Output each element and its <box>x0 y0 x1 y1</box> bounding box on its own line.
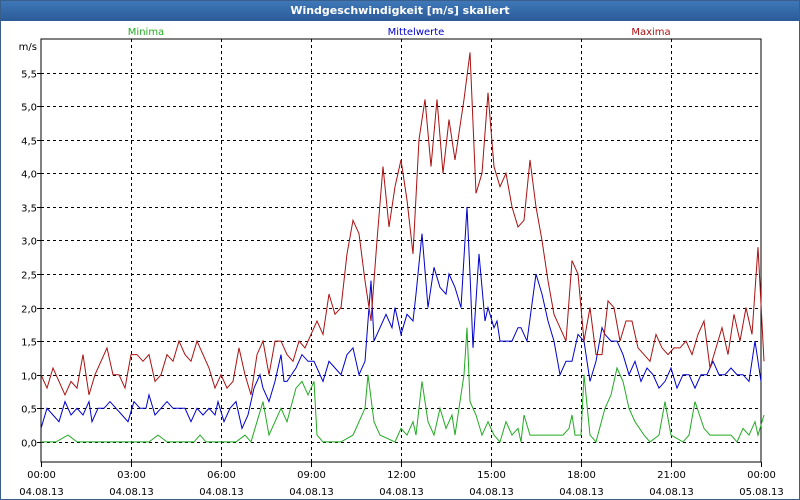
legend-mittelwerte: Mittelwerte <box>388 27 445 38</box>
x-tick-time: 18:00 <box>567 470 596 481</box>
x-tick-date: 04.08.13 <box>109 487 154 498</box>
y-tick-label: 5,5 <box>21 70 37 81</box>
x-tick-time: 00:00 <box>27 470 56 481</box>
y-tick-label: 1,5 <box>21 338 37 349</box>
y-tick-label: 3,5 <box>21 204 37 215</box>
y-tick-label: 1,0 <box>21 372 37 383</box>
series-line-minima <box>41 327 765 443</box>
y-tick-label: 2,5 <box>21 271 37 282</box>
x-tick-time: 21:00 <box>657 470 686 481</box>
legend-maxima: Maxima <box>631 27 670 38</box>
series-line-maxima <box>40 52 765 397</box>
y-tick-label: 4,0 <box>21 170 37 181</box>
y-tick-label: 0,5 <box>21 405 37 416</box>
x-tick-date: 04.08.13 <box>559 487 604 498</box>
x-tick-date: 04.08.13 <box>469 487 514 498</box>
x-tick-date: 04.08.13 <box>199 487 244 498</box>
legend-minima: Minima <box>128 27 164 38</box>
y-tick-label: 5,0 <box>21 103 37 114</box>
y-axis-label: m/s <box>19 42 37 53</box>
x-tick-date: 05.08.13 <box>739 487 784 498</box>
series-line-mittelwerte <box>40 206 762 430</box>
x-tick-date: 04.08.13 <box>379 487 424 498</box>
x-tick-date: 04.08.13 <box>289 487 334 498</box>
x-tick-time: 03:00 <box>117 470 146 481</box>
x-tick-time: 15:00 <box>477 470 506 481</box>
x-tick-time: 09:00 <box>297 470 326 481</box>
y-tick-label: 0,0 <box>21 439 37 450</box>
y-tick-label: 3,0 <box>21 237 37 248</box>
y-tick-label: 4,5 <box>21 137 37 148</box>
x-tick-date: 04.08.13 <box>19 487 64 498</box>
x-tick-time: 12:00 <box>387 470 416 481</box>
x-tick-date: 04.08.13 <box>649 487 694 498</box>
x-tick-time: 06:00 <box>207 470 236 481</box>
chart-title: Windgeschwindigkeit [m/s] skaliert <box>1 1 799 21</box>
y-tick-label: 2,0 <box>21 305 37 316</box>
x-tick-time: 00:00 <box>747 470 776 481</box>
